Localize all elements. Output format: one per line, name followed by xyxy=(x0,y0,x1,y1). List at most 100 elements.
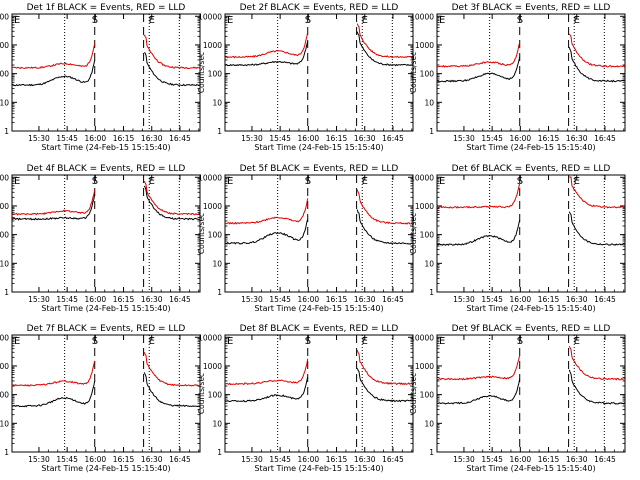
plot-frame xyxy=(11,13,201,132)
plot-frame xyxy=(224,334,414,453)
y-tick-label: 10 xyxy=(0,419,9,428)
x-tick-label: 16:30 xyxy=(566,295,588,304)
events-series-line xyxy=(436,369,625,405)
events-series-line xyxy=(11,185,200,221)
y-tick-label: 1 xyxy=(4,288,9,297)
x-tick-label: 16:45 xyxy=(594,134,616,143)
y-axis-label: Counts/sec xyxy=(409,213,418,254)
x-tick-label: 16:30 xyxy=(566,134,588,143)
y-tick-label: 100 xyxy=(208,391,223,400)
saa-end-marker: E xyxy=(362,336,368,347)
events-series-line xyxy=(436,211,625,246)
x-tick-label: 16:15 xyxy=(538,134,560,143)
saa-end-marker: E xyxy=(574,176,580,187)
events-series-line xyxy=(224,209,413,245)
lld-series-line xyxy=(11,351,200,387)
y-tick-label: 1000 xyxy=(203,202,222,211)
plot-frame xyxy=(436,334,626,453)
lld-series-line xyxy=(436,176,625,209)
panel-title: Det 4f BLACK = Events, RED = LLD xyxy=(27,164,186,174)
y-tick-label: 1000 xyxy=(415,41,434,50)
panel-title: Det 7f BLACK = Events, RED = LLD xyxy=(27,324,186,334)
x-tick-label: 15:45 xyxy=(481,455,503,464)
eclipse-end-marker: E xyxy=(14,15,20,26)
saa-start-marker: S xyxy=(305,176,311,187)
y-tick-label: 1000 xyxy=(0,202,9,211)
saa-start-marker: S xyxy=(92,176,98,187)
x-tick-label: 16:00 xyxy=(85,455,107,464)
y-tick-label: 100 xyxy=(0,231,9,240)
detector-panel-3: Det 3f BLACK = Events, RED = LLD 1 10 100 10… xyxy=(409,3,626,152)
x-tick-label: 16:15 xyxy=(113,134,135,143)
x-tick-label: 15:45 xyxy=(269,134,291,143)
x-tick-label: 16:15 xyxy=(113,455,135,464)
plot-frame xyxy=(224,174,414,293)
lld-series-line xyxy=(224,189,413,225)
x-tick-label: 16:30 xyxy=(141,455,163,464)
detector-panel-2: Det 2f BLACK = Events, RED = LLD 1 10 100 10… xyxy=(197,3,414,152)
lld-series-line xyxy=(224,349,413,386)
eclipse-end-marker: E xyxy=(227,336,233,347)
lld-series-line xyxy=(11,34,200,70)
y-tick-label: 100 xyxy=(0,391,9,400)
x-axis-label: Start Time (24-Feb-15 15:15:40) xyxy=(466,143,595,152)
y-tick-label: 10 xyxy=(212,419,222,428)
y-tick-label: 10000 xyxy=(198,12,222,21)
y-tick-label: 1 xyxy=(4,127,9,136)
y-tick-label: 100 xyxy=(420,391,435,400)
plot-frame xyxy=(224,13,414,132)
y-tick-label: 1000 xyxy=(203,41,222,50)
x-tick-label: 16:30 xyxy=(354,455,376,464)
y-tick-label: 10000 xyxy=(410,173,434,182)
x-tick-label: 16:45 xyxy=(594,455,616,464)
y-tick-label: 10 xyxy=(0,98,9,107)
x-axis-label: Start Time (24-Feb-15 15:15:40) xyxy=(466,464,595,473)
y-tick-label: 1 xyxy=(217,127,222,136)
lld-series-line xyxy=(436,33,626,68)
events-series-line xyxy=(224,31,413,67)
panel-title: Det 6f BLACK = Events, RED = LLD xyxy=(452,164,611,174)
plot-frame xyxy=(11,174,201,293)
x-tick-label: 15:30 xyxy=(453,455,475,464)
y-tick-label: 10000 xyxy=(410,333,434,342)
x-tick-label: 15:45 xyxy=(56,134,78,143)
x-tick-label: 16:30 xyxy=(141,134,163,143)
saa-end-marker: E xyxy=(574,336,580,347)
saa-start-marker: S xyxy=(305,15,311,26)
saa-start-marker: S xyxy=(92,15,98,26)
x-tick-label: 16:45 xyxy=(594,295,616,304)
events-series-line xyxy=(436,47,625,83)
y-tick-label: 10000 xyxy=(0,12,9,21)
y-axis-label: Counts/sec xyxy=(409,52,418,93)
lld-series-line xyxy=(436,345,625,381)
y-tick-label: 1 xyxy=(429,288,434,297)
detector-panel-7: Det 7f BLACK = Events, RED = LLD 1 10 100 10… xyxy=(0,324,201,473)
saa-start-marker: S xyxy=(517,15,523,26)
x-tick-label: 16:30 xyxy=(354,134,376,143)
x-tick-label: 16:30 xyxy=(141,295,163,304)
x-tick-label: 15:45 xyxy=(269,455,291,464)
saa-end-marker: E xyxy=(362,176,368,187)
x-tick-label: 16:15 xyxy=(326,134,348,143)
y-axis-label: Counts/sec xyxy=(197,213,206,254)
y-tick-label: 10000 xyxy=(198,173,222,182)
x-axis-label: Start Time (24-Feb-15 15:15:40) xyxy=(254,143,383,152)
x-tick-label: 16:00 xyxy=(298,134,320,143)
x-tick-label: 16:15 xyxy=(538,455,560,464)
y-tick-label: 10 xyxy=(212,259,222,268)
y-axis-label: Counts/sec xyxy=(197,52,206,93)
y-tick-label: 100 xyxy=(0,70,9,79)
y-tick-label: 1 xyxy=(217,448,222,457)
eclipse-end-marker: E xyxy=(14,336,20,347)
x-tick-label: 15:30 xyxy=(28,134,50,143)
y-tick-label: 10 xyxy=(212,98,222,107)
x-tick-label: 16:00 xyxy=(298,295,320,304)
x-tick-label: 16:30 xyxy=(354,295,376,304)
y-tick-label: 10000 xyxy=(410,12,434,21)
y-tick-label: 10 xyxy=(424,259,434,268)
x-tick-label: 15:45 xyxy=(481,134,503,143)
x-axis-label: Start Time (24-Feb-15 15:15:40) xyxy=(466,304,595,313)
eclipse-end-marker: E xyxy=(14,176,20,187)
panel-title: Det 5f BLACK = Events, RED = LLD xyxy=(240,164,399,174)
